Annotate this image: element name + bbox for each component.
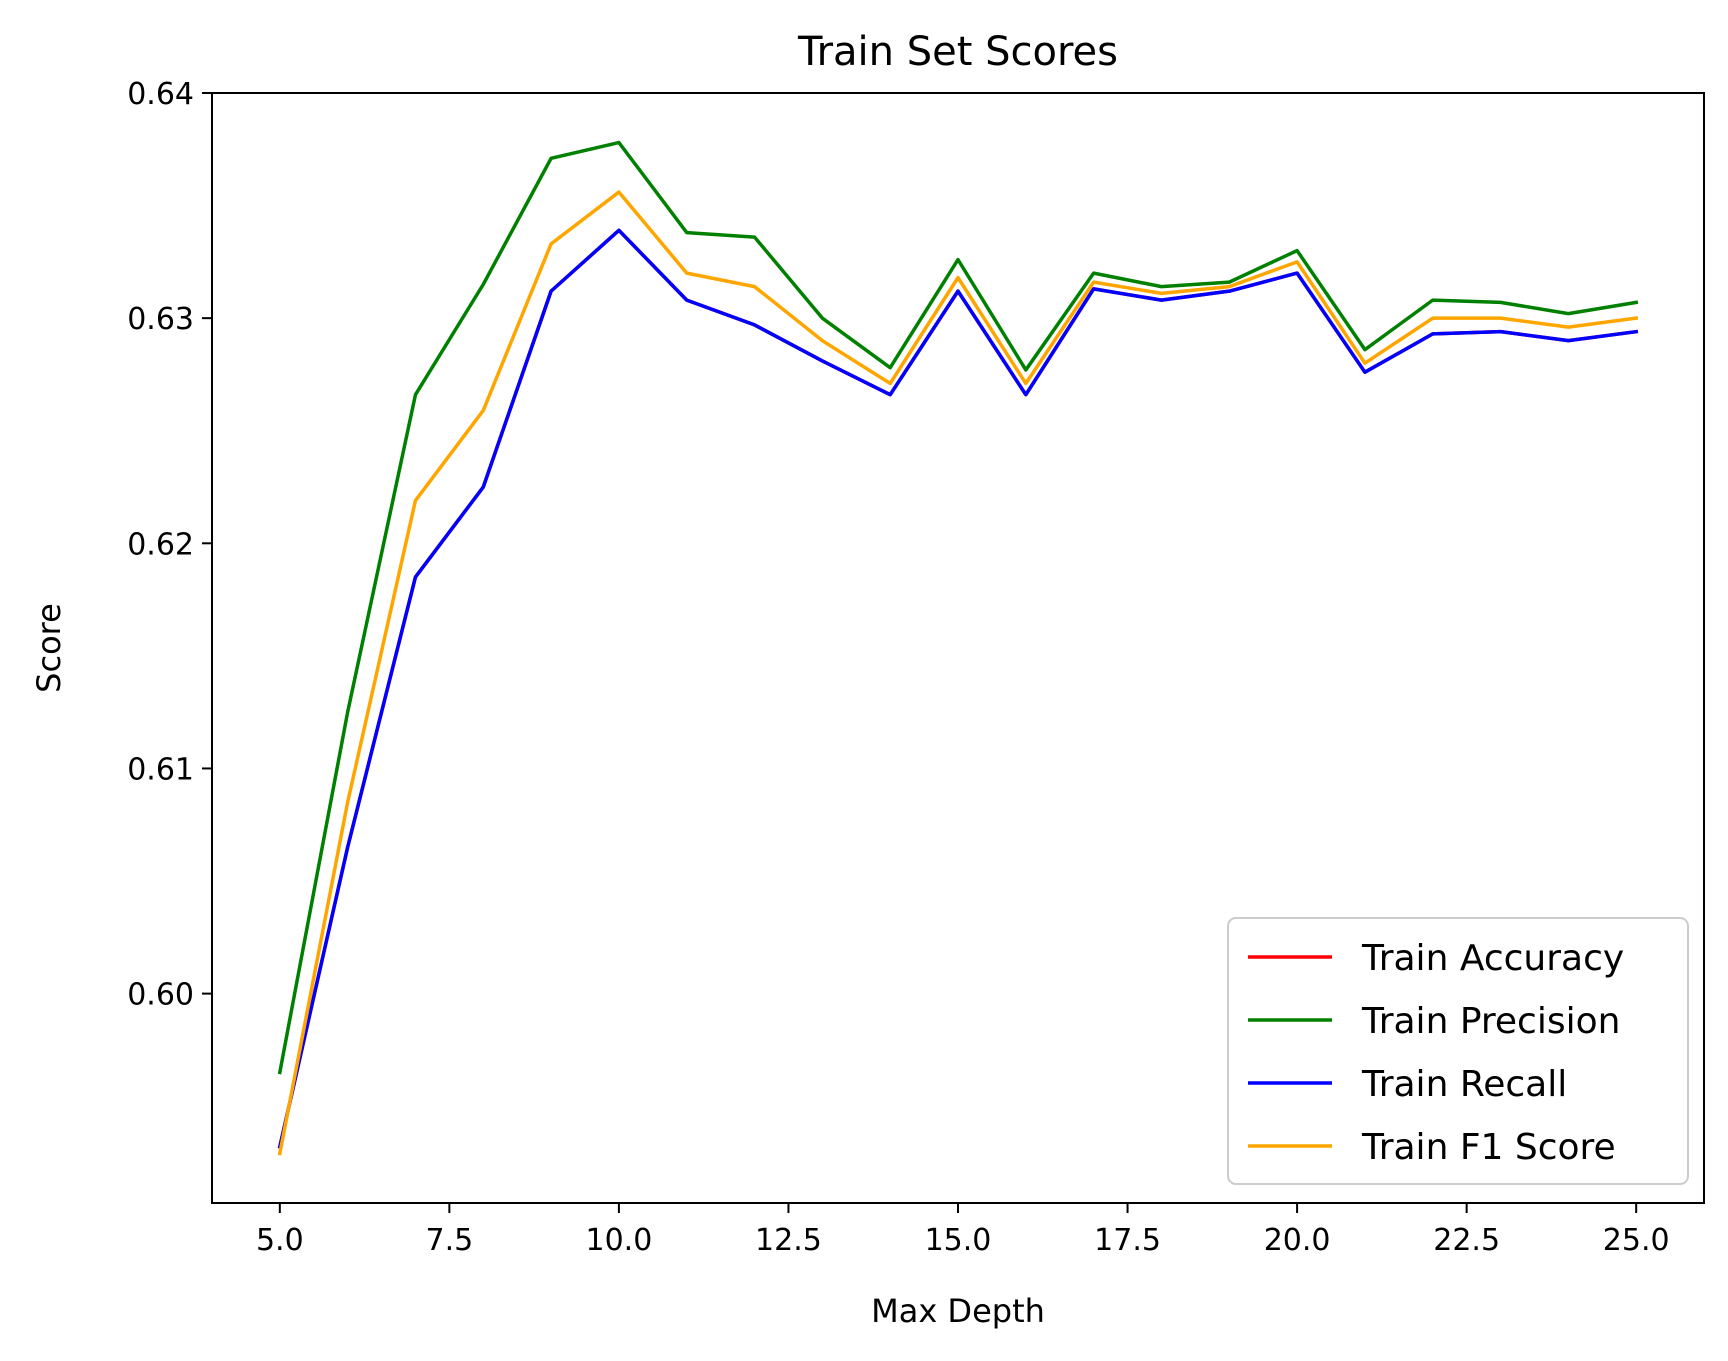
- y-tick-label: 0.60: [127, 978, 194, 1013]
- x-tick-label: 25.0: [1603, 1223, 1670, 1258]
- y-tick-label: 0.63: [127, 302, 194, 337]
- x-tick-label: 17.5: [1094, 1223, 1161, 1258]
- y-axis: 0.60 0.61 0.62 0.63 0.64: [127, 77, 212, 1013]
- series-line-train-f1-score: [277, 190, 1639, 1156]
- x-tick-label: 5.0: [256, 1223, 304, 1258]
- series-line-train-recall: [277, 228, 1639, 1149]
- x-axis-title: Max Depth: [871, 1292, 1045, 1330]
- chart-title: Train Set Scores: [797, 29, 1118, 75]
- x-tick-label: 15.0: [925, 1223, 992, 1258]
- y-axis-title: Score: [30, 603, 68, 693]
- legend-box: [1227, 917, 1689, 1185]
- x-tick-label: 7.5: [426, 1223, 474, 1258]
- x-tick-label: 12.5: [755, 1223, 822, 1258]
- y-tick-label: 0.61: [127, 752, 194, 787]
- y-tick-label: 0.64: [127, 77, 194, 112]
- x-tick-label: 22.5: [1433, 1223, 1500, 1258]
- legend: Train Accuracy Train Precision Train Recal…: [1227, 917, 1689, 1185]
- x-axis: 5.0 7.5 10.0 12.5 15.0 17.5 20.0 22.5 25.0: [256, 1203, 1670, 1258]
- x-tick-label: 20.0: [1264, 1223, 1331, 1258]
- legend-label: Train Precision: [1361, 1001, 1620, 1042]
- y-tick-label: 0.62: [127, 527, 194, 562]
- series-lines: [277, 140, 1639, 1156]
- series-line-train-precision: [277, 140, 1639, 1075]
- legend-label: Train Recall: [1361, 1064, 1567, 1105]
- legend-label: Train Accuracy: [1361, 938, 1624, 979]
- legend-label: Train F1 Score: [1361, 1127, 1616, 1168]
- x-tick-label: 10.0: [586, 1223, 653, 1258]
